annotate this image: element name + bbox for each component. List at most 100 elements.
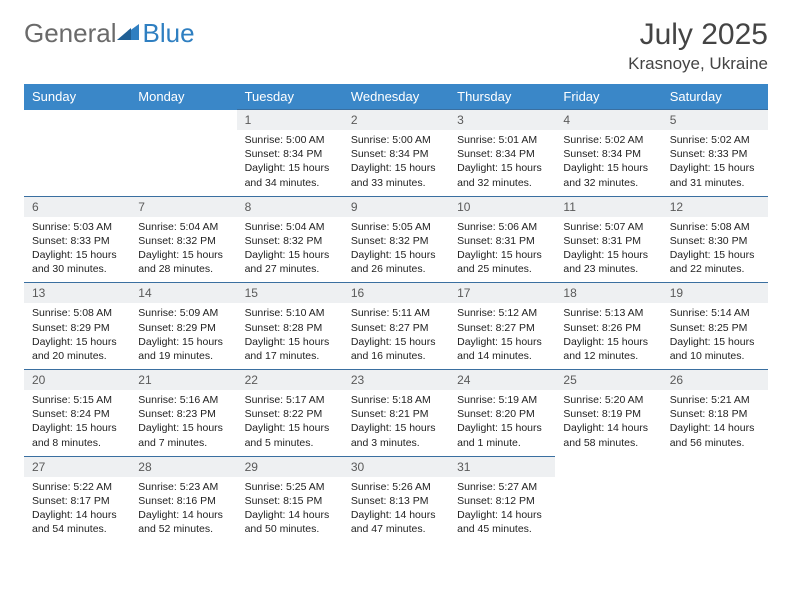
day-number-cell: 19 bbox=[662, 283, 768, 304]
sunrise-text: Sunrise: 5:18 AM bbox=[351, 393, 441, 407]
day-content-cell: Sunrise: 5:08 AMSunset: 8:30 PMDaylight:… bbox=[662, 217, 768, 283]
daylight-text: Daylight: 15 hours and 7 minutes. bbox=[138, 421, 228, 449]
daylight-text: Daylight: 15 hours and 32 minutes. bbox=[457, 161, 547, 189]
day-content-cell: Sunrise: 5:13 AMSunset: 8:26 PMDaylight:… bbox=[555, 303, 661, 369]
day-number-cell: 24 bbox=[449, 370, 555, 391]
day-number-cell bbox=[662, 456, 768, 477]
day-content-cell: Sunrise: 5:10 AMSunset: 8:28 PMDaylight:… bbox=[237, 303, 343, 369]
day-content-cell: Sunrise: 5:07 AMSunset: 8:31 PMDaylight:… bbox=[555, 217, 661, 283]
daynum-row: 12345 bbox=[24, 110, 768, 131]
daynum-row: 6789101112 bbox=[24, 196, 768, 217]
weekday-header: Saturday bbox=[662, 84, 768, 110]
weekday-header-row: Sunday Monday Tuesday Wednesday Thursday… bbox=[24, 84, 768, 110]
sunrise-text: Sunrise: 5:07 AM bbox=[563, 220, 653, 234]
sunset-text: Sunset: 8:20 PM bbox=[457, 407, 547, 421]
daylight-text: Daylight: 15 hours and 17 minutes. bbox=[245, 335, 335, 363]
day-content-cell bbox=[24, 130, 130, 196]
day-content-cell: Sunrise: 5:16 AMSunset: 8:23 PMDaylight:… bbox=[130, 390, 236, 456]
sunset-text: Sunset: 8:19 PM bbox=[563, 407, 653, 421]
sunset-text: Sunset: 8:34 PM bbox=[351, 147, 441, 161]
daylight-text: Daylight: 15 hours and 20 minutes. bbox=[32, 335, 122, 363]
day-content-cell: Sunrise: 5:03 AMSunset: 8:33 PMDaylight:… bbox=[24, 217, 130, 283]
day-number-cell: 18 bbox=[555, 283, 661, 304]
daylight-text: Daylight: 14 hours and 47 minutes. bbox=[351, 508, 441, 536]
day-content-cell: Sunrise: 5:18 AMSunset: 8:21 PMDaylight:… bbox=[343, 390, 449, 456]
daylight-text: Daylight: 15 hours and 23 minutes. bbox=[563, 248, 653, 276]
day-number-cell: 29 bbox=[237, 456, 343, 477]
day-number-cell: 8 bbox=[237, 196, 343, 217]
daylight-text: Daylight: 14 hours and 50 minutes. bbox=[245, 508, 335, 536]
day-content-cell: Sunrise: 5:25 AMSunset: 8:15 PMDaylight:… bbox=[237, 477, 343, 543]
day-number-cell: 16 bbox=[343, 283, 449, 304]
day-number-cell: 22 bbox=[237, 370, 343, 391]
content-row: Sunrise: 5:00 AMSunset: 8:34 PMDaylight:… bbox=[24, 130, 768, 196]
sunset-text: Sunset: 8:29 PM bbox=[32, 321, 122, 335]
logo-triangle-icon bbox=[117, 20, 141, 47]
sunrise-text: Sunrise: 5:22 AM bbox=[32, 480, 122, 494]
daylight-text: Daylight: 15 hours and 26 minutes. bbox=[351, 248, 441, 276]
sunrise-text: Sunrise: 5:13 AM bbox=[563, 306, 653, 320]
day-content-cell bbox=[555, 477, 661, 543]
sunrise-text: Sunrise: 5:27 AM bbox=[457, 480, 547, 494]
header: General Blue July 2025 Krasnoye, Ukraine bbox=[24, 18, 768, 74]
sunrise-text: Sunrise: 5:25 AM bbox=[245, 480, 335, 494]
day-number-cell: 31 bbox=[449, 456, 555, 477]
sunset-text: Sunset: 8:33 PM bbox=[670, 147, 760, 161]
day-content-cell: Sunrise: 5:02 AMSunset: 8:34 PMDaylight:… bbox=[555, 130, 661, 196]
day-number-cell: 30 bbox=[343, 456, 449, 477]
daylight-text: Daylight: 14 hours and 45 minutes. bbox=[457, 508, 547, 536]
weekday-header: Wednesday bbox=[343, 84, 449, 110]
day-number-cell bbox=[130, 110, 236, 131]
day-content-cell: Sunrise: 5:12 AMSunset: 8:27 PMDaylight:… bbox=[449, 303, 555, 369]
daylight-text: Daylight: 15 hours and 28 minutes. bbox=[138, 248, 228, 276]
day-content-cell: Sunrise: 5:06 AMSunset: 8:31 PMDaylight:… bbox=[449, 217, 555, 283]
sunset-text: Sunset: 8:25 PM bbox=[670, 321, 760, 335]
logo-text-general: General bbox=[24, 18, 117, 49]
sunset-text: Sunset: 8:15 PM bbox=[245, 494, 335, 508]
day-number-cell: 14 bbox=[130, 283, 236, 304]
day-number-cell: 21 bbox=[130, 370, 236, 391]
day-number-cell: 3 bbox=[449, 110, 555, 131]
day-number-cell: 13 bbox=[24, 283, 130, 304]
day-number-cell: 27 bbox=[24, 456, 130, 477]
sunrise-text: Sunrise: 5:17 AM bbox=[245, 393, 335, 407]
day-content-cell: Sunrise: 5:01 AMSunset: 8:34 PMDaylight:… bbox=[449, 130, 555, 196]
day-content-cell: Sunrise: 5:04 AMSunset: 8:32 PMDaylight:… bbox=[237, 217, 343, 283]
sunset-text: Sunset: 8:34 PM bbox=[457, 147, 547, 161]
day-number-cell bbox=[24, 110, 130, 131]
day-content-cell: Sunrise: 5:17 AMSunset: 8:22 PMDaylight:… bbox=[237, 390, 343, 456]
day-number-cell: 20 bbox=[24, 370, 130, 391]
sunset-text: Sunset: 8:31 PM bbox=[563, 234, 653, 248]
sunrise-text: Sunrise: 5:12 AM bbox=[457, 306, 547, 320]
daylight-text: Daylight: 14 hours and 54 minutes. bbox=[32, 508, 122, 536]
sunset-text: Sunset: 8:12 PM bbox=[457, 494, 547, 508]
sunrise-text: Sunrise: 5:10 AM bbox=[245, 306, 335, 320]
sunrise-text: Sunrise: 5:02 AM bbox=[563, 133, 653, 147]
sunrise-text: Sunrise: 5:15 AM bbox=[32, 393, 122, 407]
day-content-cell bbox=[662, 477, 768, 543]
day-content-cell: Sunrise: 5:05 AMSunset: 8:32 PMDaylight:… bbox=[343, 217, 449, 283]
daylight-text: Daylight: 15 hours and 16 minutes. bbox=[351, 335, 441, 363]
sunrise-text: Sunrise: 5:05 AM bbox=[351, 220, 441, 234]
sunset-text: Sunset: 8:32 PM bbox=[351, 234, 441, 248]
daylight-text: Daylight: 15 hours and 32 minutes. bbox=[563, 161, 653, 189]
logo-text-blue: Blue bbox=[143, 18, 195, 49]
day-content-cell: Sunrise: 5:23 AMSunset: 8:16 PMDaylight:… bbox=[130, 477, 236, 543]
sunset-text: Sunset: 8:34 PM bbox=[245, 147, 335, 161]
sunrise-text: Sunrise: 5:06 AM bbox=[457, 220, 547, 234]
day-number-cell: 26 bbox=[662, 370, 768, 391]
sunrise-text: Sunrise: 5:20 AM bbox=[563, 393, 653, 407]
sunset-text: Sunset: 8:31 PM bbox=[457, 234, 547, 248]
day-content-cell: Sunrise: 5:21 AMSunset: 8:18 PMDaylight:… bbox=[662, 390, 768, 456]
weekday-header: Sunday bbox=[24, 84, 130, 110]
day-number-cell: 11 bbox=[555, 196, 661, 217]
content-row: Sunrise: 5:08 AMSunset: 8:29 PMDaylight:… bbox=[24, 303, 768, 369]
daylight-text: Daylight: 15 hours and 3 minutes. bbox=[351, 421, 441, 449]
daylight-text: Daylight: 15 hours and 34 minutes. bbox=[245, 161, 335, 189]
logo: General Blue bbox=[24, 18, 195, 49]
daylight-text: Daylight: 15 hours and 31 minutes. bbox=[670, 161, 760, 189]
daylight-text: Daylight: 15 hours and 27 minutes. bbox=[245, 248, 335, 276]
sunset-text: Sunset: 8:22 PM bbox=[245, 407, 335, 421]
day-number-cell: 17 bbox=[449, 283, 555, 304]
daylight-text: Daylight: 15 hours and 14 minutes. bbox=[457, 335, 547, 363]
